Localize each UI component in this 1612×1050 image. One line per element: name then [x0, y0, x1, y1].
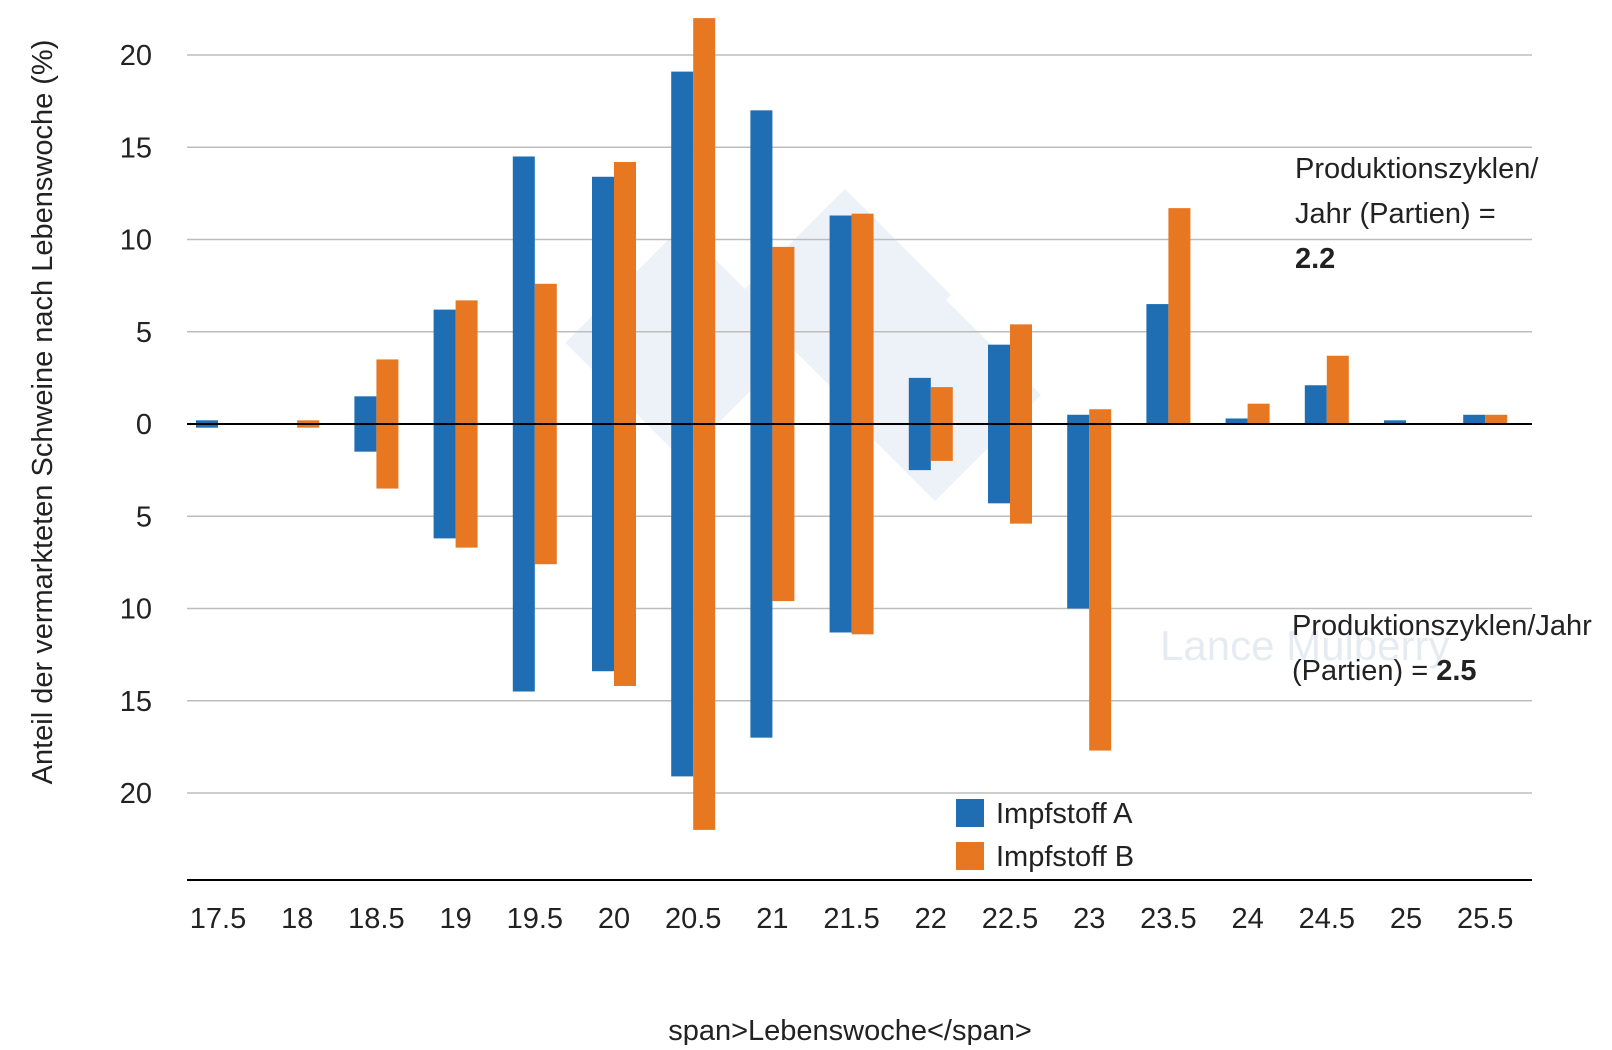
- y-tick-label: 5: [136, 501, 152, 533]
- x-tick-label: 18.5: [348, 903, 404, 935]
- x-tick-label: 22: [915, 903, 947, 935]
- legend: Impfstoff A Impfstoff B: [956, 798, 1134, 873]
- annotation-lower: Produktionszyklen/Jahr (Partien) = 2.5: [1292, 610, 1592, 687]
- bar-impfstoff-b-23.5: [1168, 208, 1191, 424]
- bar-impfstoff-a-25.5: [1463, 414, 1486, 424]
- annotation-upper-line-2: Jahr (Partien) =: [1295, 198, 1496, 230]
- annotation-lower-value: 2.5: [1436, 655, 1476, 687]
- axes: [187, 423, 1532, 881]
- x-tick-label: 25.5: [1457, 903, 1513, 935]
- x-axis-title: span>Lebenswoche</span>: [668, 1015, 1032, 1045]
- x-tick-labels: 17.5 18 18.5 19 19.5 20 20.5 21 21.5 22 22.5 23 23.5…: [190, 903, 1514, 935]
- x-tick-label: 19: [439, 903, 471, 935]
- y-tick-labels: 20 15 10 5 0 5 10 15 20: [120, 40, 152, 810]
- x-tick-label: 24.5: [1299, 903, 1355, 935]
- y-tick-label: 20: [120, 40, 152, 72]
- legend-swatch-impfstoff-a: [956, 799, 984, 827]
- watermark-logo: [565, 188, 1042, 502]
- y-tick-label: 15: [120, 686, 152, 718]
- annotation-upper-line-1: Produktionszyklen/: [1295, 153, 1539, 185]
- bar-impfstoff-b-23: [1089, 409, 1112, 751]
- annotation-lower-prefix: (Partien) =: [1292, 655, 1436, 687]
- x-tick-label: 23: [1073, 903, 1105, 935]
- x-tick-label: 22.5: [982, 903, 1038, 935]
- y-tick-label: 5: [136, 317, 152, 349]
- annotation-lower-line-1: Produktionszyklen/Jahr: [1292, 610, 1592, 642]
- x-tick-label: 23.5: [1140, 903, 1196, 935]
- y-axis-title: Anteil der vermarkteten Schweine nach Le…: [27, 40, 59, 785]
- bar-impfstoff-a-25: [1384, 420, 1406, 424]
- x-tick-label: 21: [756, 903, 788, 935]
- x-tick-label: 18: [281, 903, 313, 935]
- bar-impfstoff-b-24.5: [1326, 355, 1349, 424]
- y-tick-label: 20: [120, 778, 152, 810]
- x-tick-label: 17.5: [190, 903, 246, 935]
- bar-impfstoff-a-23.5: [1146, 304, 1169, 424]
- annotation-upper: Produktionszyklen/ Jahr (Partien) = 2.2: [1295, 153, 1539, 275]
- x-tick-label: 20: [598, 903, 630, 935]
- y-tick-label: 15: [120, 132, 152, 164]
- x-tick-label: 25: [1390, 903, 1422, 935]
- bar-impfstoff-b-25.5: [1485, 414, 1508, 424]
- annotation-upper-value: 2.2: [1295, 243, 1335, 275]
- bar-impfstoff-a-24: [1225, 418, 1248, 424]
- annotation-lower-line-2: (Partien) = 2.5: [1292, 655, 1477, 687]
- x-tick-label: 24: [1231, 903, 1263, 935]
- x-tick-label: 21.5: [823, 903, 879, 935]
- legend-swatch-impfstoff-b: [956, 842, 984, 870]
- y-tick-label: 10: [120, 225, 152, 257]
- x-tick-label: 20.5: [665, 903, 721, 935]
- legend-label-impfstoff-a: Impfstoff A: [996, 798, 1133, 830]
- watermark-text: Lance Mulberry: [1160, 622, 1449, 669]
- y-tick-label: 0: [136, 409, 152, 441]
- bar-impfstoff-a-23: [1067, 414, 1090, 609]
- x-tick-label: 19.5: [507, 903, 563, 935]
- bar-impfstoff-b-24: [1247, 403, 1270, 424]
- y-tick-label: 10: [120, 594, 152, 626]
- legend-label-impfstoff-b: Impfstoff B: [996, 841, 1134, 873]
- bar-impfstoff-a-24.5: [1304, 385, 1327, 424]
